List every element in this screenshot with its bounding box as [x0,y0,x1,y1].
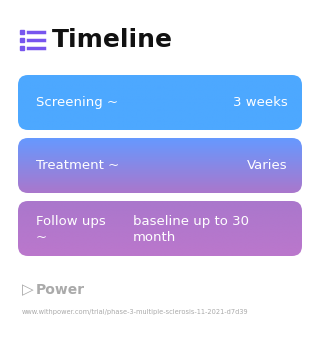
Text: Follow ups: Follow ups [36,215,106,228]
Text: month: month [133,231,176,244]
Text: Treatment ~: Treatment ~ [36,159,119,172]
Text: Screening ~: Screening ~ [36,96,118,109]
Text: 3 weeks: 3 weeks [233,96,288,109]
Text: ▷: ▷ [22,282,34,297]
Text: ~: ~ [36,231,47,244]
Text: Timeline: Timeline [52,28,173,52]
Text: Power: Power [36,283,85,297]
Text: www.withpower.com/trial/phase-3-multiple-sclerosis-11-2021-d7d39: www.withpower.com/trial/phase-3-multiple… [22,309,249,315]
Text: Varies: Varies [247,159,288,172]
Text: baseline up to 30: baseline up to 30 [133,215,249,228]
